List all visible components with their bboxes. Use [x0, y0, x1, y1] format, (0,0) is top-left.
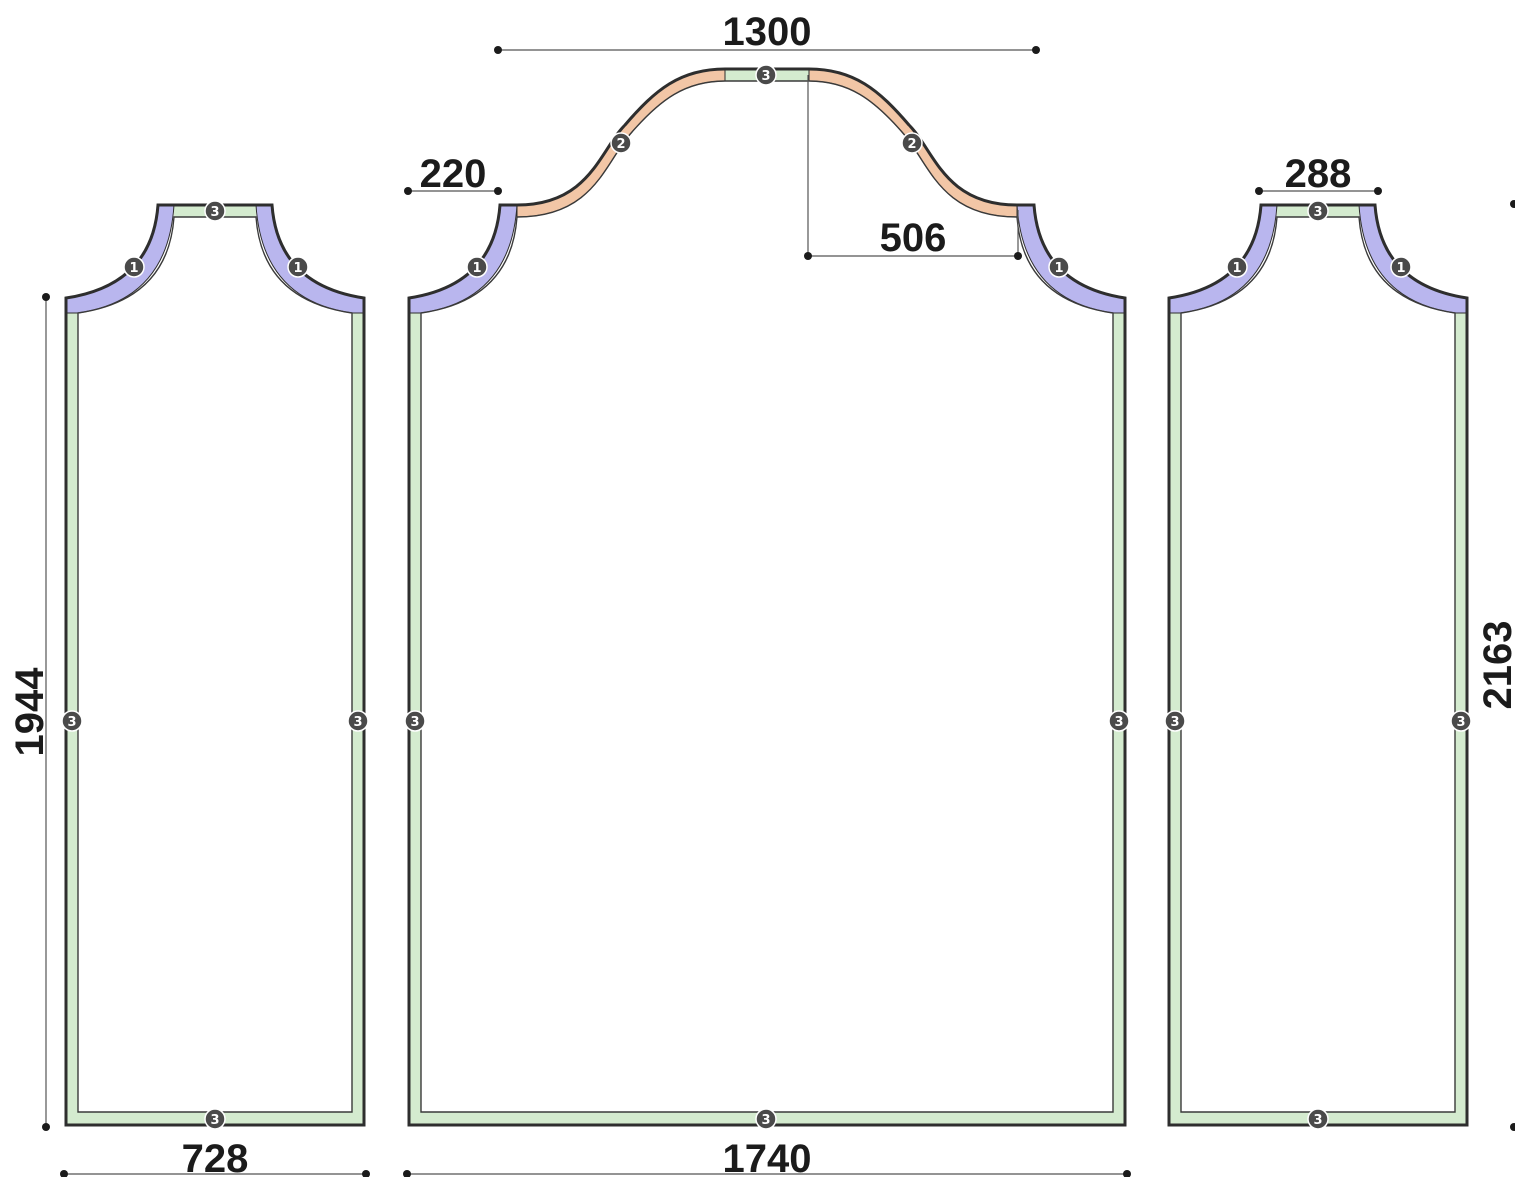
svg-text:3: 3	[210, 1113, 219, 1128]
badge-profile-3: 3	[404, 710, 426, 732]
svg-text:1: 1	[129, 261, 138, 276]
svg-text:1: 1	[1396, 261, 1405, 276]
right-panel	[1167, 203, 1469, 1127]
svg-text:3: 3	[761, 69, 770, 84]
badge-profile-2: 2	[610, 132, 632, 154]
center-panel-outline	[407, 67, 1127, 1127]
badge-profile-3: 3	[755, 64, 777, 86]
dimension-dot	[362, 1170, 370, 1177]
badge-profile-3: 3	[61, 710, 83, 732]
left-panel	[64, 203, 366, 1127]
dimension-dot	[1255, 187, 1263, 195]
dimension-dot	[494, 46, 502, 54]
center-panel-inner-outline	[420, 80, 1114, 1113]
badge-profile-1: 1	[1390, 256, 1412, 278]
svg-text:3: 3	[1456, 715, 1465, 730]
svg-text:1: 1	[1232, 261, 1241, 276]
svg-text:3: 3	[410, 715, 419, 730]
left-panel-outline	[64, 203, 366, 1127]
dimension-dot	[1510, 200, 1515, 208]
dimension-dot	[403, 1170, 411, 1177]
dimension-dot	[1032, 46, 1040, 54]
right-panel-inner-outline	[1180, 216, 1456, 1113]
svg-text:3: 3	[1313, 1113, 1322, 1128]
dimension-center-width: 1740	[723, 1137, 812, 1177]
dimension-dot	[60, 1170, 68, 1177]
svg-text:3: 3	[1170, 715, 1179, 730]
svg-text:3: 3	[67, 715, 76, 730]
badge-profile-3: 3	[1307, 200, 1329, 222]
dimension-lines	[42, 46, 1515, 1177]
badge-profile-3: 3	[1307, 1108, 1329, 1130]
svg-text:1: 1	[293, 261, 302, 276]
dimension-left-width: 728	[182, 1137, 249, 1177]
dimension-dot	[42, 293, 50, 301]
right-panel-arc-right	[1358, 204, 1468, 314]
badge-profile-3: 3	[347, 710, 369, 732]
left-panel-inner-outline	[77, 216, 353, 1113]
dimension-center-arch-offset: 506	[880, 216, 947, 260]
badge-profile-1: 1	[466, 256, 488, 278]
dimension-dot	[494, 187, 502, 195]
center-panel-arc-right	[1016, 204, 1126, 314]
svg-text:3: 3	[210, 205, 219, 220]
left-panel-arc-right	[255, 204, 365, 314]
dimension-dot	[1014, 252, 1022, 260]
badge-profile-3: 3	[1108, 710, 1130, 732]
badge-profile-2: 2	[901, 132, 923, 154]
svg-text:2: 2	[616, 137, 625, 152]
profile-badges: 1 1 1 1 1 1 2 2 3 3 3 3 3 3 3 3 3 3 3 3	[61, 64, 1472, 1130]
right-panel-arc-left	[1168, 204, 1278, 314]
svg-text:3: 3	[1313, 205, 1322, 220]
dimension-dot	[42, 1123, 50, 1131]
dimension-left-height: 1944	[8, 667, 52, 757]
badge-profile-3: 3	[1450, 710, 1472, 732]
dimension-labels: 1944 728 1300 220 506 1740 288 2163	[8, 10, 1515, 1177]
svg-text:3: 3	[1114, 715, 1123, 730]
dimension-dot	[1374, 187, 1382, 195]
svg-text:3: 3	[353, 715, 362, 730]
center-panel-arc-left	[408, 204, 518, 314]
dimension-dot	[404, 187, 412, 195]
badge-profile-3: 3	[204, 1108, 226, 1130]
badge-profile-1: 1	[123, 256, 145, 278]
svg-text:2: 2	[907, 137, 916, 152]
svg-text:1: 1	[472, 261, 481, 276]
left-panel-arc-left	[65, 204, 175, 314]
right-panel-outline	[1167, 203, 1469, 1127]
badge-profile-1: 1	[1226, 256, 1248, 278]
badge-profile-3: 3	[204, 200, 226, 222]
dimension-dot	[804, 252, 812, 260]
dimension-dot	[1510, 1123, 1515, 1131]
dimension-center-shoulder: 220	[420, 152, 487, 196]
badge-profile-1: 1	[287, 256, 309, 278]
svg-text:3: 3	[761, 1113, 770, 1128]
dimension-dot	[1123, 1170, 1131, 1177]
dimension-center-top-width: 1300	[723, 10, 812, 54]
dimension-right-height: 2163	[1476, 621, 1515, 710]
dimension-right-top-width: 288	[1285, 152, 1352, 196]
badge-profile-3: 3	[755, 1108, 777, 1130]
svg-text:1: 1	[1054, 261, 1063, 276]
badge-profile-3: 3	[1164, 710, 1186, 732]
badge-profile-1: 1	[1048, 256, 1070, 278]
